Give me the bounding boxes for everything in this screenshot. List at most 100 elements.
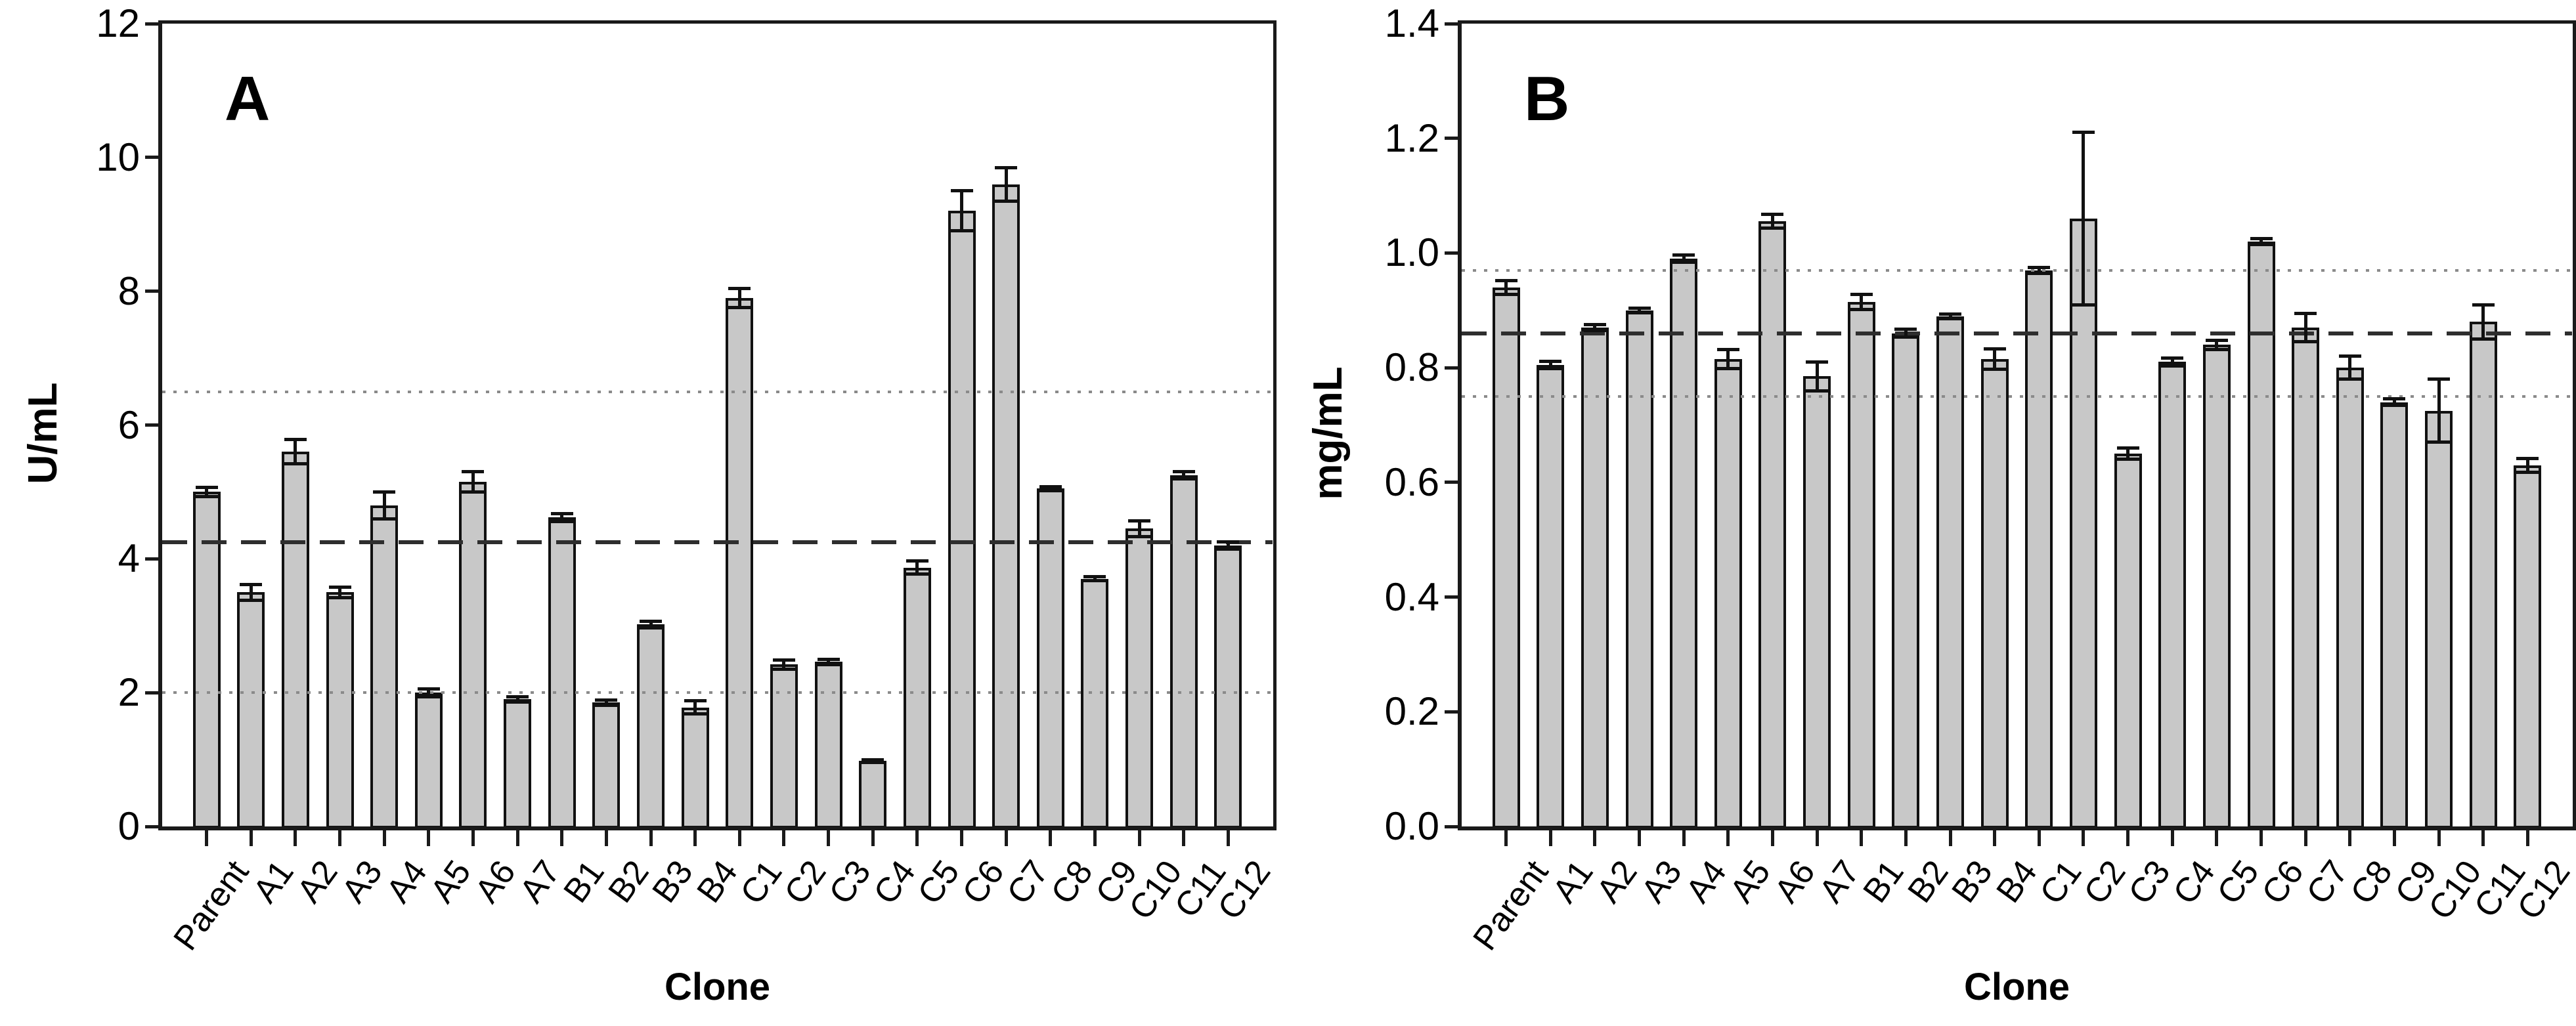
x-axis-tick [2348,830,2352,846]
x-axis-category-label: B1 [1856,853,1911,910]
y-axis-tick [145,691,158,695]
bar [992,184,1020,828]
error-bar-top-cap [195,485,218,489]
error-bar-top-cap [1495,278,1517,282]
error-bar-top-cap [1716,347,1739,351]
x-axis-tick [2170,830,2174,846]
error-bar [2259,238,2263,245]
y-axis-tick-label: 0.2 [1384,689,1439,734]
error-bar [1593,324,1597,331]
error-bar-bottom-cap [1039,488,1062,492]
y-axis-tick [1445,251,1458,255]
y-axis-tick-label: 4 [118,536,140,581]
error-bar-top-cap [328,585,351,589]
x-axis-tick [249,830,253,846]
x-axis-tick [1682,830,1686,846]
error-bar-bottom-cap [817,662,840,666]
bar [814,662,842,828]
bar [414,693,443,828]
bar [1758,221,1787,828]
error-bar [249,584,253,601]
bar [1492,287,1520,828]
panel-letter: B [1524,64,1570,134]
y-axis-tick [145,557,158,561]
error-bar-top-cap [1128,519,1151,523]
error-bar [1682,255,1686,263]
error-bar-bottom-cap [640,626,663,630]
error-bar-top-cap [1583,323,1606,327]
error-bar-bottom-cap [862,760,884,764]
y-axis-tick-label: 0.4 [1384,574,1439,619]
error-bar-top-cap [1172,470,1195,474]
bar [2247,241,2275,828]
y-axis-tick-label: 0.6 [1384,460,1439,504]
x-axis-category-label: C1 [2032,853,2089,912]
error-bar [960,190,964,231]
x-axis-tick [2082,830,2085,846]
x-axis-category-label: C4 [2166,853,2223,912]
x-axis-tick [471,830,475,846]
y-axis-tick [1445,481,1458,484]
y-axis-tick [145,423,158,427]
x-axis-tick [205,830,209,846]
bar [1125,528,1154,828]
error-bar-top-cap [1539,360,1562,364]
error-bar-top-cap [2383,396,2406,400]
x-axis-tick [2437,830,2441,846]
x-axis-tick [2037,830,2041,846]
x-axis-category-label: B4 [1989,853,2045,910]
bar [504,699,532,828]
x-axis-category-label: B3 [1944,853,2001,910]
bar [859,761,887,828]
x-axis-tick [1093,830,1097,846]
bar [2114,454,2142,828]
error-bar-bottom-cap [195,495,218,499]
x-axis-category-label: Parent [1466,853,1556,958]
error-bar [471,471,475,492]
bar [370,505,399,828]
bar [2202,345,2231,828]
error-bar [915,561,919,574]
bar [2469,322,2497,828]
error-bar [427,689,431,697]
x-axis-tick [1049,830,1053,846]
error-bar [649,621,653,628]
error-bar [693,700,697,714]
error-bar-bottom-cap [2161,364,2184,368]
error-bar-bottom-cap [1806,389,1829,393]
y-axis-tick-label: 1.0 [1384,230,1439,275]
x-axis-tick [649,830,653,846]
error-bar [2303,313,2307,342]
error-bar [1726,349,1730,369]
error-bar-bottom-cap [284,462,307,466]
y-axis-tick [1445,595,1458,599]
y-axis-tick-label: 8 [118,268,140,313]
x-axis-tick [2481,830,2485,846]
x-axis-tick [382,830,386,846]
error-bar-top-cap [2205,338,2228,342]
error-bar-bottom-cap [1716,367,1739,371]
error-bar-bottom-cap [2428,440,2451,444]
y-axis-tick-label: 0.8 [1384,345,1439,390]
error-bar-bottom-cap [1983,368,2006,372]
bar [1892,333,1920,828]
x-axis-tick [294,830,297,846]
error-bar [782,660,786,670]
error-bar-bottom-cap [995,199,1018,203]
y-axis-tick [145,22,158,26]
y-axis-tick-label: 6 [118,402,140,447]
x-axis-category-label: A5 [1722,853,1778,910]
error-bar [2037,267,2041,273]
bar [1625,310,1653,828]
error-bar [2170,358,2174,366]
x-axis-category-label: C6 [2254,853,2311,912]
error-bar-bottom-cap [1583,328,1606,332]
error-bar-bottom-cap [1939,316,1962,320]
bar [1980,359,2009,828]
error-bar-top-cap [1672,253,1695,257]
bar [681,707,709,828]
error-bar-bottom-cap [2516,470,2539,474]
error-bar-top-cap [2516,456,2539,460]
error-bar-bottom-cap [1217,547,1240,551]
error-bar [2437,379,2441,442]
